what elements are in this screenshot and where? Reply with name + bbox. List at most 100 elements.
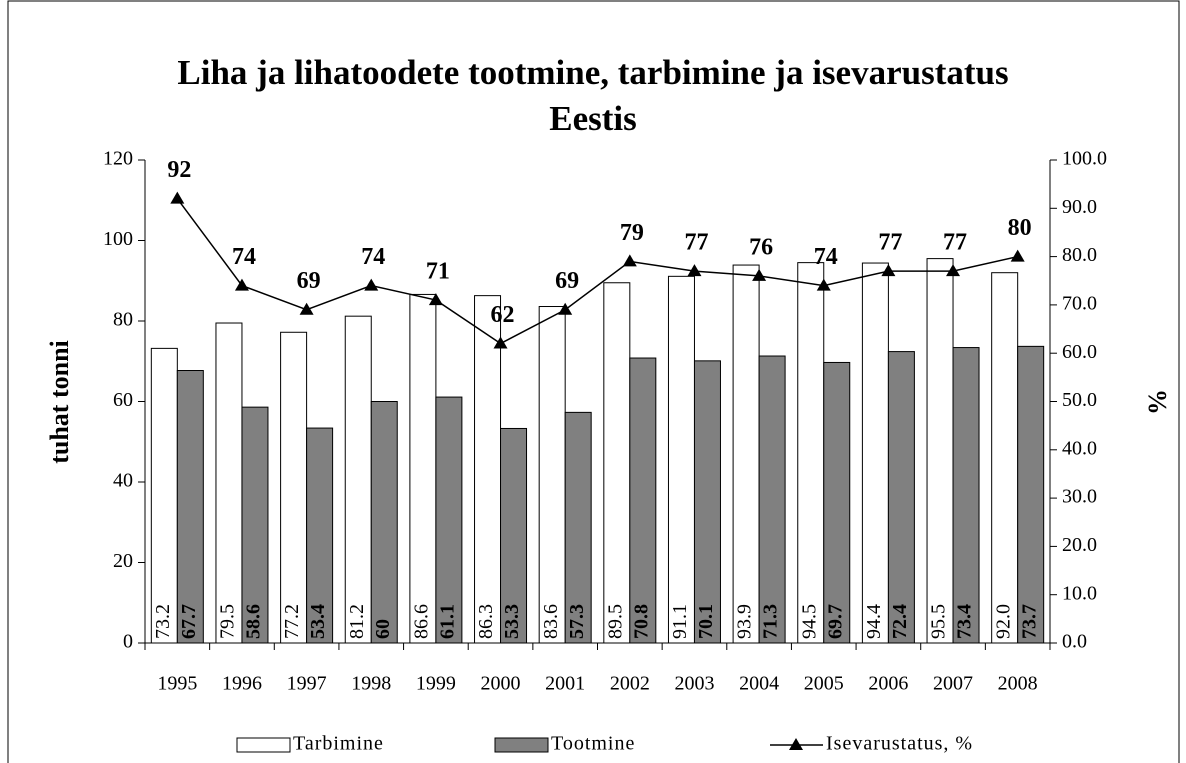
bar (370, 401, 398, 644)
y2-axis-title: % (1143, 389, 1172, 415)
x-tick-label: 2001 (545, 673, 585, 695)
bar-value-label: 73.2 (152, 604, 174, 639)
bar (758, 355, 786, 644)
y2-tick-label: 20.0 (1062, 534, 1097, 556)
line-value-label: 62 (491, 302, 515, 328)
bar-value-label: 91.1 (669, 604, 691, 639)
x-tick-label: 1996 (222, 673, 262, 695)
y-tick-label: 60 (113, 389, 133, 411)
x-tick-label: 2004 (739, 673, 779, 695)
y-tick-label: 80 (113, 309, 133, 331)
x-tick-label: 1997 (287, 673, 327, 695)
bar (861, 262, 889, 644)
bar-value-label: 95.5 (928, 604, 950, 639)
bar-value-label: 93.9 (734, 604, 756, 639)
bar (538, 306, 566, 644)
bar (991, 272, 1019, 644)
bar (344, 315, 372, 644)
bar (474, 295, 502, 644)
x-tick-label: 2000 (481, 673, 521, 695)
line-value-label: 74 (361, 244, 385, 270)
bar-value-label: 94.4 (863, 604, 885, 639)
bar (603, 282, 631, 644)
bar-value-label: 58.6 (243, 604, 265, 639)
bar (926, 258, 954, 644)
line-marker (946, 264, 961, 277)
line-value-label: 80 (1008, 215, 1032, 241)
bar-value-label: 61.1 (436, 604, 458, 639)
bar-value-label: 67.7 (178, 604, 200, 639)
bar-value-label: 72.4 (889, 604, 911, 639)
x-tick-label: 2002 (610, 673, 650, 695)
bar-value-label: 83.6 (540, 604, 562, 639)
line-value-label: 69 (555, 268, 579, 294)
legend-marker (789, 738, 803, 750)
line-marker (687, 264, 702, 277)
y-tick-label: 120 (103, 148, 133, 170)
line-marker (622, 254, 637, 267)
y-tick-label: 40 (113, 470, 133, 492)
bar (241, 406, 269, 644)
y2-tick-label: 80.0 (1062, 244, 1097, 266)
bar (280, 331, 308, 644)
y2-tick-label: 50.0 (1062, 389, 1097, 411)
chart-title: Liha ja lihatoodete tootmine, tarbimine … (177, 53, 1008, 92)
legend-label: Tarbimine (293, 733, 384, 755)
bar-value-label: 70.1 (695, 604, 717, 639)
bar (797, 262, 825, 644)
bar-value-label: 69.7 (824, 604, 846, 639)
bar (732, 264, 760, 644)
bar-value-label: 53.3 (501, 604, 523, 639)
legend-label: Isevarustatus, % (826, 733, 973, 755)
y2-tick-label: 90.0 (1062, 196, 1097, 218)
bar-value-label: 70.8 (630, 604, 652, 639)
bar-value-label: 86.6 (410, 604, 432, 639)
line-value-label: 69 (297, 268, 321, 294)
bar-value-label: 92.0 (992, 604, 1014, 639)
bar (823, 361, 851, 644)
bar (667, 275, 695, 644)
bar (952, 347, 980, 644)
y2-tick-label: 70.0 (1062, 292, 1097, 314)
bar-value-label: 53.4 (307, 604, 329, 639)
y2-tick-label: 10.0 (1062, 582, 1097, 604)
y-tick-label: 0 (123, 631, 133, 653)
line-value-label: 74 (232, 244, 256, 270)
line-value-label: 79 (620, 220, 644, 246)
line-value-label: 76 (749, 234, 773, 260)
y-axis-title: tuhat tonni (45, 340, 74, 464)
y2-tick-label: 30.0 (1062, 486, 1097, 508)
line-value-label: 92 (167, 157, 191, 183)
x-tick-label: 1995 (157, 673, 197, 695)
x-tick-label: 2005 (804, 673, 844, 695)
line-marker (170, 191, 185, 204)
legend-swatch (494, 737, 549, 753)
y-tick-label: 100 (103, 228, 133, 250)
chart-title: Eestis (549, 99, 637, 138)
y2-tick-label: 100.0 (1062, 148, 1107, 170)
bar (887, 351, 915, 644)
x-tick-label: 2006 (868, 673, 908, 695)
line-marker (881, 264, 896, 277)
x-tick-label: 2003 (674, 673, 714, 695)
bar (435, 396, 463, 644)
line-marker (234, 278, 249, 291)
line-marker (493, 336, 508, 349)
line-marker (752, 268, 767, 281)
legend-label: Tootmine (551, 733, 635, 755)
bar-value-label: 77.2 (281, 604, 303, 639)
line-marker (1010, 249, 1025, 262)
x-tick-label: 1999 (416, 673, 456, 695)
line-value-label: 77 (878, 230, 902, 256)
legend-swatch (236, 737, 291, 753)
bar (306, 427, 334, 644)
bar (629, 357, 657, 644)
x-tick-label: 1998 (351, 673, 391, 695)
bar (500, 427, 528, 644)
bar-value-label: 89.5 (604, 604, 626, 639)
bar-value-label: 60 (372, 619, 394, 639)
bar-value-label: 94.5 (798, 604, 820, 639)
bar (1017, 345, 1045, 644)
bar (150, 347, 178, 644)
